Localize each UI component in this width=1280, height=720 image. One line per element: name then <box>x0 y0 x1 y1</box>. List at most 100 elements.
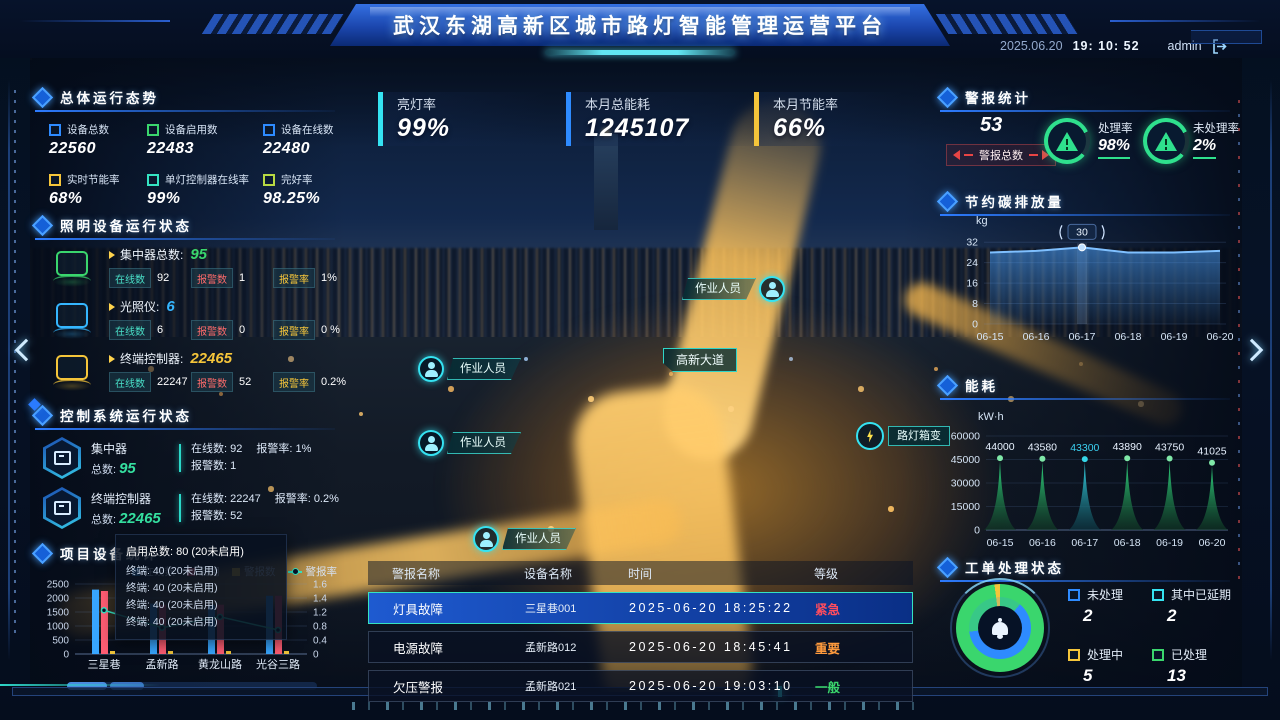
control-system-row: 集中器 总数: 95 在线数: 92 报警率: 1% 报警数: 1 <box>43 436 341 480</box>
datazoom-window[interactable] <box>67 682 107 690</box>
alert-device: 三星巷001 <box>525 603 577 615</box>
x-axis-category: 孟新路 <box>146 657 179 671</box>
data-label: 43890 <box>1113 441 1142 453</box>
overall-stat-item: 设备启用数 22483 <box>147 122 263 158</box>
arrow-icon <box>109 250 115 259</box>
energy-spike[interactable] <box>984 461 1016 530</box>
y-axis-tick: 30000 <box>951 478 980 490</box>
online-count: 在线数: 22247 <box>191 493 261 505</box>
legend-label-row: 已处理 <box>1152 646 1236 663</box>
map-road-label[interactable]: 高新大道 <box>663 348 737 372</box>
alarm-type-selector[interactable]: 警报总数 <box>946 144 1056 166</box>
device-info: 终端控制器: 22465 在线数 22247 报警数 52 报警率 0.2% <box>109 350 346 392</box>
alarm-rate: 报警率: 0.2% <box>274 493 339 505</box>
y-axis-tick: 0 <box>972 319 978 331</box>
left-panel: 总体运行态势 设备总数 22560 设备启用数 22483 设备在线数 22480 实时节能… <box>31 72 346 690</box>
control-stats: 在线数: 22247 报警率: 0.2% 报警数: 52 <box>191 491 341 525</box>
next-arrow-icon[interactable] <box>1042 150 1049 160</box>
stat-label: 设备总数 <box>67 124 109 136</box>
overall-stat-item: 单灯控制器在线率 99% <box>147 172 263 208</box>
header-right-wing <box>935 14 1079 34</box>
stat-chip-label: 在线数 <box>109 268 151 288</box>
total-label: 总数: <box>91 513 117 526</box>
workorder-legend-item: 处理中 5 <box>1068 646 1152 686</box>
bar-enabled[interactable] <box>101 591 108 654</box>
diamond-icon <box>31 86 54 108</box>
kpi-value: 99% <box>397 114 451 142</box>
alert-table-row[interactable]: 电源故障 孟新路012 2025-06-20 18:45:41 重要 <box>368 631 913 663</box>
y-axis-unit: kW·h <box>978 411 1004 423</box>
bar-alarms[interactable] <box>110 651 115 654</box>
hexagon-icon <box>43 487 81 529</box>
y-axis-tick: 32 <box>966 237 978 249</box>
section-workorder-header: 工单处理状态 <box>936 556 1230 578</box>
bar-online[interactable] <box>92 589 99 654</box>
logout-icon[interactable] <box>1212 38 1227 54</box>
chevron-right-icon[interactable] <box>1240 338 1264 362</box>
bottom-tick-strip <box>352 702 928 710</box>
alert-table: 警报名称 设备名称 时间 等级 灯具故障 三星巷001 2025-06-20 18:25:2… <box>368 561 913 702</box>
alarm-count: 报警数: 52 <box>191 510 243 522</box>
legend-label-row: 未处理 <box>1068 586 1152 603</box>
stat-chip-value: 52 <box>239 376 252 388</box>
device-title: 终端控制器: 22465 <box>109 350 341 367</box>
energy-spike[interactable] <box>1026 461 1059 530</box>
arrow-line <box>1029 154 1038 156</box>
right-edge-dots <box>1238 100 1240 580</box>
chart-datazoom-slider[interactable] <box>67 682 317 690</box>
carbon-savings-chart[interactable]: kg 32 24 16 8 006-15 06-16 06-17 06-18 06-19 06-20… <box>940 212 1236 360</box>
bar-alarms[interactable] <box>226 651 231 654</box>
map-marker-worker[interactable]: 作业人员 <box>418 356 521 382</box>
section-carbon-header: 节约碳排放量 <box>936 190 1230 212</box>
device-title: 光照仪: 6 <box>109 298 341 315</box>
y-axis-tick-right: 1.6 <box>313 580 327 591</box>
bar-alarms[interactable] <box>168 651 173 654</box>
device-info: 集中器总数: 95 在线数 92 报警数 1 报警率 1% <box>109 246 341 288</box>
header-deco-line <box>1110 20 1260 22</box>
stat-label-row: 设备启用数 <box>147 122 263 137</box>
map-marker-worker[interactable]: 作业人员 <box>473 526 576 552</box>
control-name-block: 集中器 总数: 95 <box>91 440 179 477</box>
prev-arrow-icon[interactable] <box>953 150 960 160</box>
workorder-donut-chart[interactable] <box>950 578 1050 678</box>
energy-spike[interactable] <box>1111 461 1144 530</box>
kpi-label: 亮灯率 <box>397 97 437 112</box>
x-axis-tick: 06-18 <box>1114 537 1141 549</box>
warning-triangle-icon <box>1155 132 1177 151</box>
legend-square-icon <box>1068 648 1080 661</box>
marker-label: 路灯箱变 <box>888 426 950 446</box>
area-fill <box>990 247 1220 324</box>
x-axis-category: 光谷三路 <box>256 657 300 671</box>
energy-spike[interactable] <box>1153 461 1186 530</box>
alert-table-row[interactable]: 欠压警报 孟新路021 2025-06-20 19:03:10 一般 <box>368 670 913 702</box>
person-icon <box>759 276 785 302</box>
map-marker-transformer[interactable]: 路灯箱变 <box>856 422 950 450</box>
bar-alarms[interactable] <box>284 651 289 654</box>
device-icon-body <box>56 251 88 276</box>
stat-value: 68% <box>49 190 83 207</box>
energy-consumption-chart[interactable]: kW·h 60000 45000 30000 15000 0 06-15 06-16 06-17… <box>940 406 1236 572</box>
data-label: 41025 <box>1197 446 1226 458</box>
energy-spike[interactable] <box>1196 465 1228 530</box>
section-title: 能耗 <box>965 379 998 394</box>
map-marker-worker[interactable]: 作业人员 <box>418 430 521 456</box>
stat-chip-value: 22247 <box>157 376 188 388</box>
alert-time: 2025-06-20 19:03:10 <box>629 679 793 693</box>
legend-item[interactable]: 警报率 <box>287 564 337 579</box>
alert-device: 孟新路012 <box>525 642 577 654</box>
section-title: 总体运行态势 <box>60 91 159 106</box>
area-line <box>989 246 1221 254</box>
device-info: 光照仪: 6 在线数 6 报警数 0 报警率 0 % <box>109 298 341 340</box>
kpi-label: 本月总能耗 <box>585 97 651 112</box>
tooltip-line: 终端: 40 (20未启用) <box>126 582 218 594</box>
right-panel: 警报统计 53 警报总数 处理率 98% 未处理率 2% 节约碳排放量 kg 32… <box>936 72 1239 690</box>
datazoom-window[interactable] <box>110 682 144 690</box>
legend-label: 已处理 <box>1171 648 1208 662</box>
legend-value: 13 <box>1167 666 1186 685</box>
alert-table-row[interactable]: 灯具故障 三星巷001 2025-06-20 18:25:22 紧急 <box>368 592 913 624</box>
energy-spike[interactable] <box>1068 462 1101 530</box>
stat-chip-label: 在线数 <box>109 320 151 340</box>
legend-square-icon <box>1152 588 1164 601</box>
arrow-icon <box>109 302 115 311</box>
map-marker-worker[interactable]: 作业人员 <box>682 276 785 302</box>
